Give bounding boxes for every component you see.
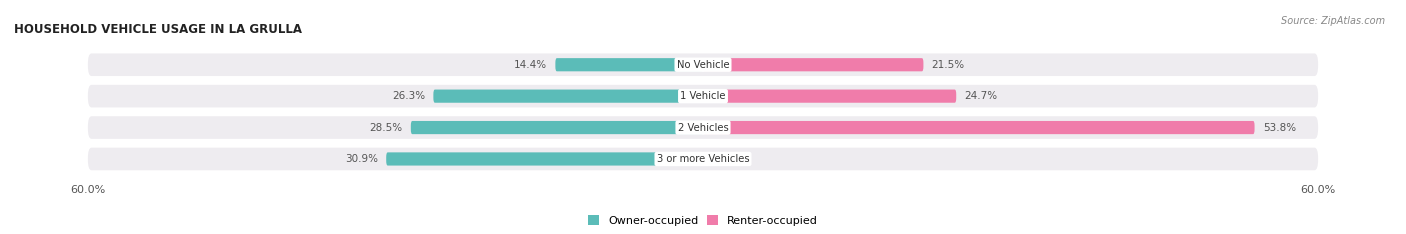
FancyBboxPatch shape bbox=[433, 90, 703, 103]
FancyBboxPatch shape bbox=[87, 85, 1319, 107]
Text: HOUSEHOLD VEHICLE USAGE IN LA GRULLA: HOUSEHOLD VEHICLE USAGE IN LA GRULLA bbox=[14, 23, 302, 37]
Text: 21.5%: 21.5% bbox=[932, 60, 965, 70]
Legend: Owner-occupied, Renter-occupied: Owner-occupied, Renter-occupied bbox=[583, 211, 823, 230]
Text: 14.4%: 14.4% bbox=[515, 60, 547, 70]
Text: No Vehicle: No Vehicle bbox=[676, 60, 730, 70]
Text: Source: ZipAtlas.com: Source: ZipAtlas.com bbox=[1281, 16, 1385, 26]
FancyBboxPatch shape bbox=[703, 121, 1254, 134]
FancyBboxPatch shape bbox=[87, 148, 1319, 170]
FancyBboxPatch shape bbox=[87, 53, 1319, 76]
Text: 30.9%: 30.9% bbox=[344, 154, 378, 164]
Text: 26.3%: 26.3% bbox=[392, 91, 425, 101]
FancyBboxPatch shape bbox=[703, 90, 956, 103]
FancyBboxPatch shape bbox=[87, 116, 1319, 139]
Text: 1 Vehicle: 1 Vehicle bbox=[681, 91, 725, 101]
FancyBboxPatch shape bbox=[703, 58, 924, 71]
Text: 2 Vehicles: 2 Vehicles bbox=[678, 123, 728, 132]
Text: 28.5%: 28.5% bbox=[370, 123, 402, 132]
FancyBboxPatch shape bbox=[555, 58, 703, 71]
Text: 24.7%: 24.7% bbox=[965, 91, 997, 101]
FancyBboxPatch shape bbox=[411, 121, 703, 134]
Text: 0.0%: 0.0% bbox=[711, 154, 738, 164]
FancyBboxPatch shape bbox=[387, 152, 703, 166]
Text: 3 or more Vehicles: 3 or more Vehicles bbox=[657, 154, 749, 164]
Text: 53.8%: 53.8% bbox=[1263, 123, 1296, 132]
